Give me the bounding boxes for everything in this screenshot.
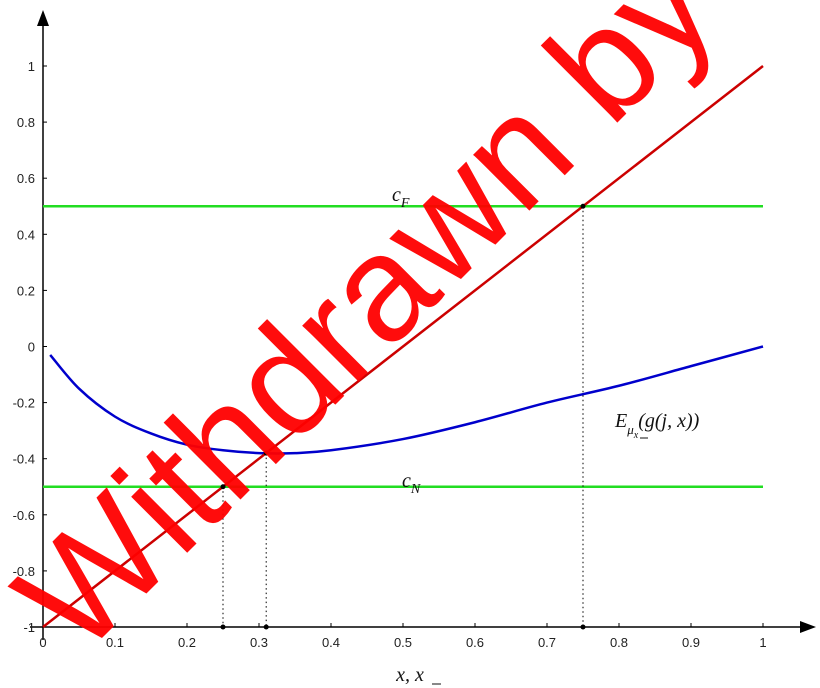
x-tick-label: 0.8 <box>610 635 628 650</box>
intersection-point <box>220 484 226 490</box>
intersection-point <box>263 450 269 456</box>
y-tick-label: 0.4 <box>17 227 35 242</box>
y-tick-label: -0.2 <box>13 396 35 411</box>
y-tick-label: -0.4 <box>13 452 35 467</box>
axes <box>30 10 816 640</box>
y-tick-label: -0.6 <box>13 508 35 523</box>
x-tick-label: 0.3 <box>250 635 268 650</box>
y-tick-label: 0.6 <box>17 171 35 186</box>
y-tick-label: 1 <box>28 59 35 74</box>
expectation-curve <box>49 345 764 455</box>
x-tick-label: 0.7 <box>538 635 556 650</box>
y-tick-label: -0.8 <box>13 564 35 579</box>
marked-points <box>220 203 586 630</box>
y-tick-label: 0.8 <box>17 115 35 130</box>
x-tick-label: 1 <box>759 635 766 650</box>
cF-label: cF <box>392 184 410 211</box>
y-tick-label: -1 <box>23 620 35 635</box>
x-tick-label: 0 <box>39 635 46 650</box>
x-tick-label: 0.6 <box>466 635 484 650</box>
x-tick-label: 0.2 <box>178 635 196 650</box>
axis-point <box>580 624 586 630</box>
guide-lines <box>222 206 584 627</box>
expectation-label: Eμx(g(j, x)) <box>614 410 700 441</box>
x-axis-arrow-icon <box>800 621 816 633</box>
x-axis-title: x, x <box>395 664 424 686</box>
identity-line <box>42 65 764 628</box>
x-tick-label: 0.5 <box>394 635 412 650</box>
axis-point <box>220 624 226 630</box>
y-axis-arrow-icon <box>37 10 49 26</box>
ticks: 0 0.1 0.2 0.3 0.4 0.5 0.6 0.7 0.8 0.9 1 -1 -0.8 -0.6 -… <box>13 59 767 650</box>
cN-label: cN <box>402 470 421 497</box>
series-group <box>42 65 764 628</box>
x-tick-label: 0.4 <box>322 635 340 650</box>
x-tick-label: 0.1 <box>106 635 124 650</box>
intersection-point <box>580 203 586 209</box>
y-tick-label: 0.2 <box>17 283 35 298</box>
axis-point <box>263 624 269 630</box>
y-tick-label: 0 <box>28 340 35 355</box>
x-tick-label: 0.9 <box>682 635 700 650</box>
